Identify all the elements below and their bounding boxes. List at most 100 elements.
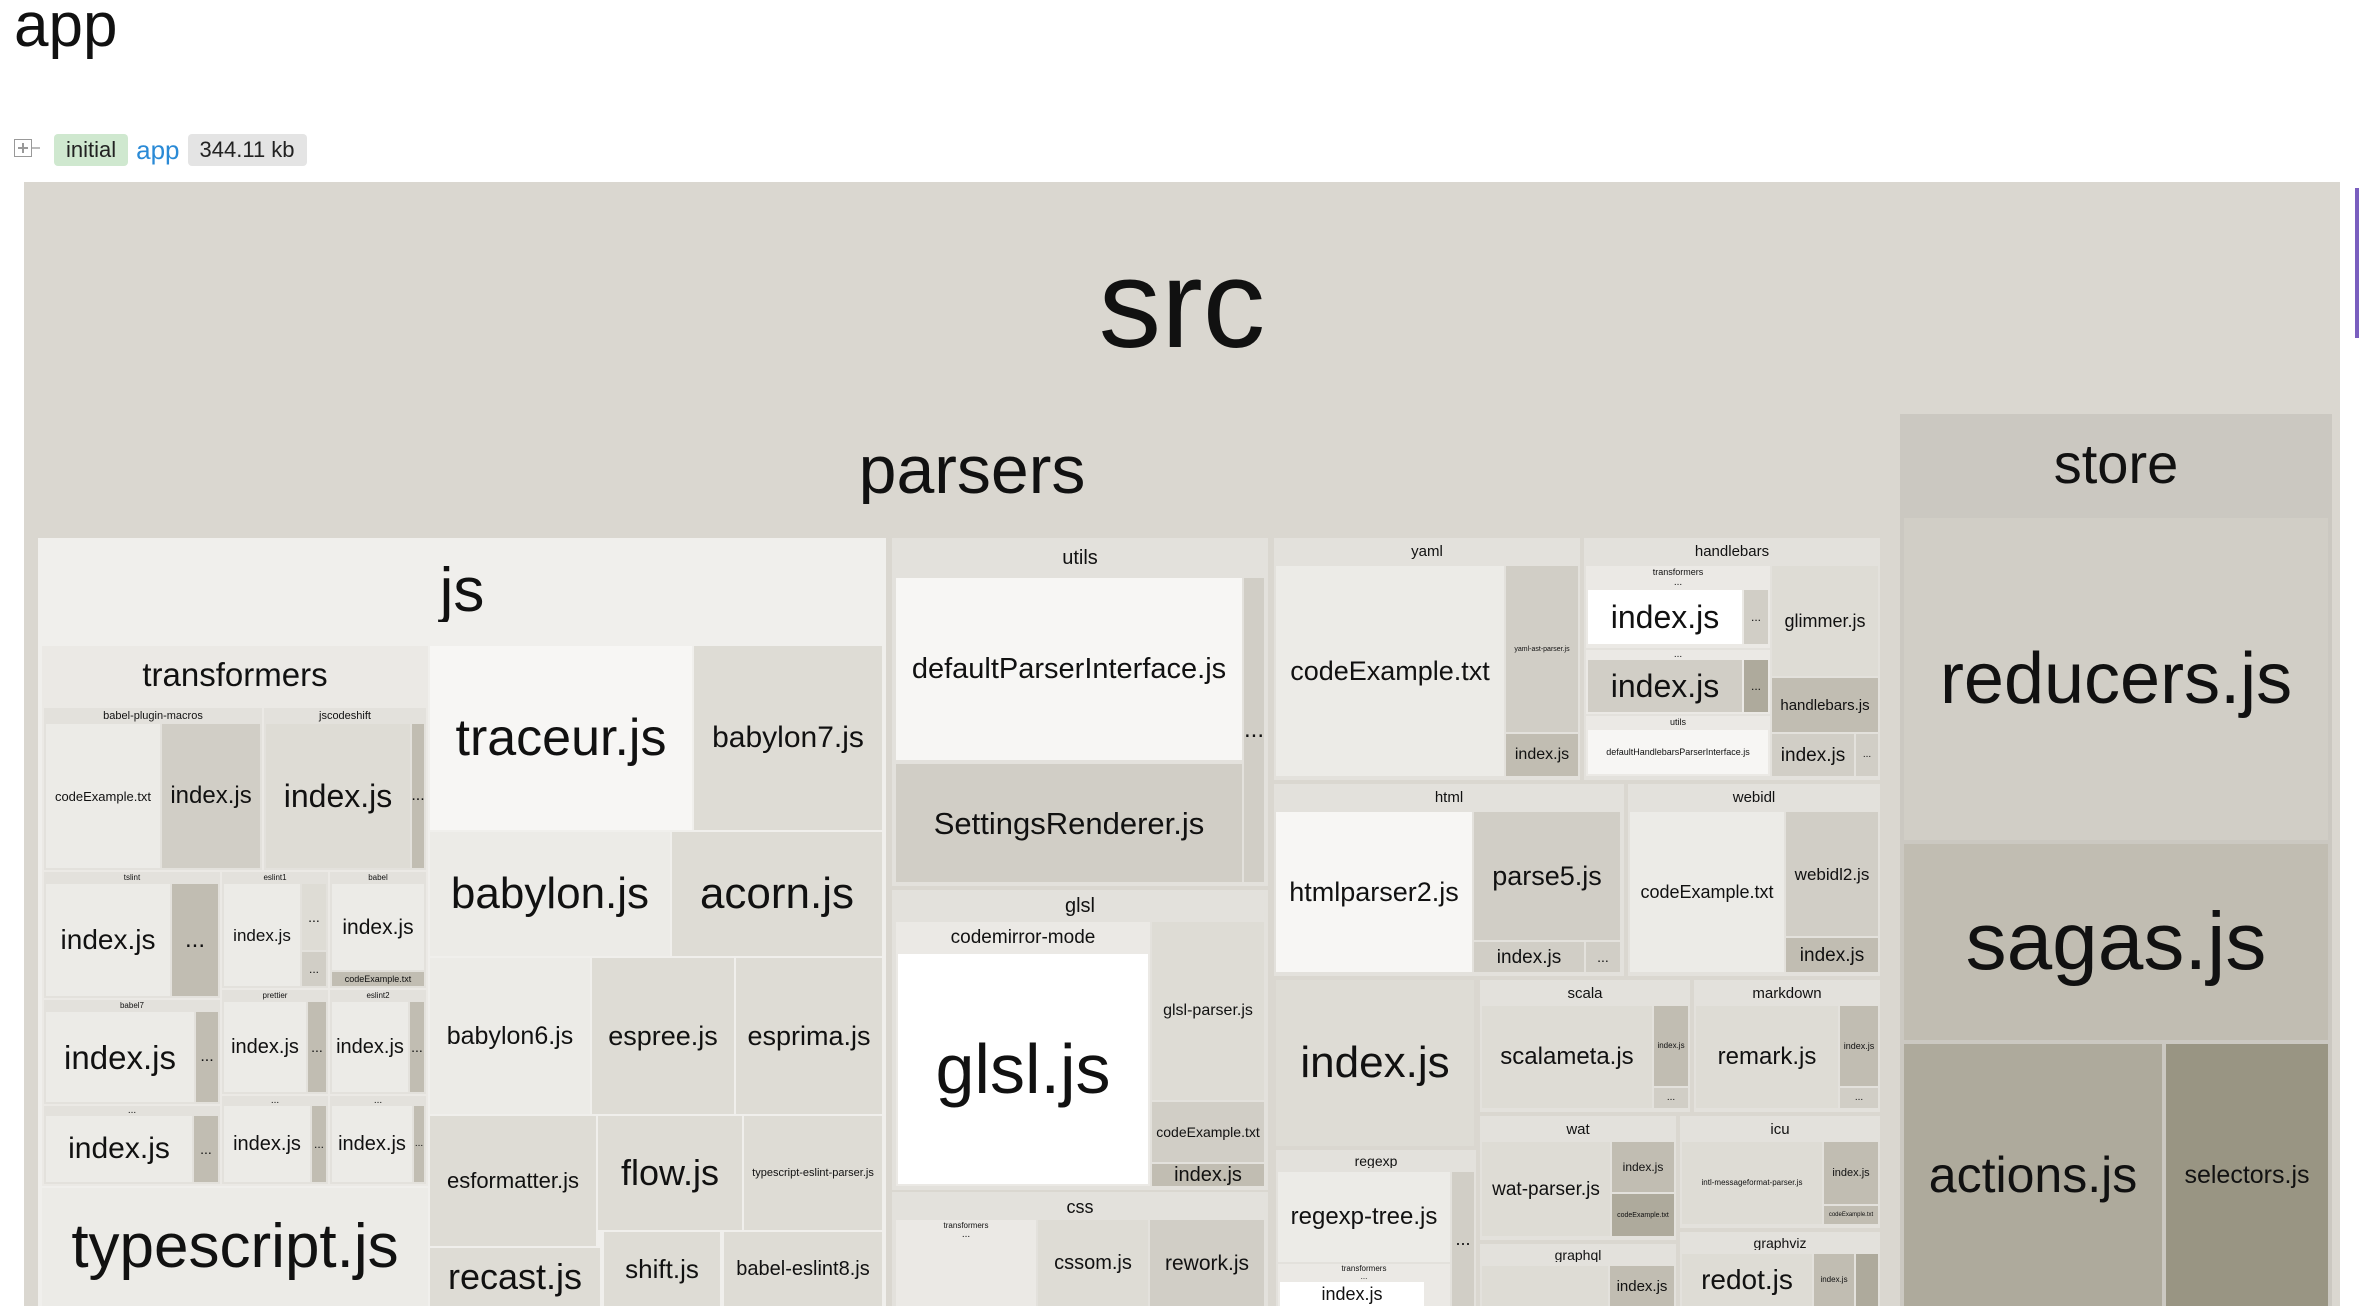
folder-js[interactable]: js transformers babel-plugin-macros code… [38, 538, 886, 1306]
file-intl-messageformat-parser-js[interactable]: intl-messageformat-parser.js [1682, 1142, 1822, 1224]
file-webidl2-js[interactable]: webidl2.js [1786, 812, 1878, 936]
file-parse5-js[interactable]: parse5.js [1474, 812, 1620, 940]
file-index-js[interactable]: index.js [162, 724, 260, 868]
file-codeExample-txt[interactable]: codeExample.txt [46, 724, 160, 868]
file-glimmer-js[interactable]: glimmer.js [1772, 566, 1878, 676]
file-handlebars-js[interactable]: handlebars.js [1772, 678, 1878, 732]
file-rework-js[interactable]: rework.js [1150, 1220, 1264, 1306]
file-index-js[interactable]: index.js [1824, 1142, 1878, 1204]
file-index-js[interactable]: index.js [1588, 660, 1742, 712]
folder-babel7[interactable]: babel7 index.js ... [44, 1000, 220, 1104]
file-index-js[interactable]: index.js [1152, 1164, 1264, 1186]
folder-utils[interactable]: utils defaultParserInterface.js Settings… [892, 538, 1268, 886]
file-babylon7-js[interactable]: babylon7.js [694, 646, 882, 830]
file-glsl-parser-js[interactable]: glsl-parser.js [1152, 922, 1264, 1100]
file-index-js[interactable]: index.js [1612, 1142, 1674, 1192]
file-espree-js[interactable]: espree.js [592, 958, 734, 1114]
file-yaml-ast-parser-js[interactable]: yaml-ast-parser.js [1506, 566, 1578, 732]
file-more-ellipsis[interactable]: ... [1856, 734, 1878, 776]
file-scalameta-js[interactable]: scalameta.js [1482, 1006, 1652, 1108]
folder-collapsed[interactable]: ... index.js ... [222, 1096, 328, 1184]
file-sagas-js[interactable]: sagas.js [1904, 844, 2328, 1040]
file-typescript-eslint-parser-js[interactable]: typescript-eslint-parser.js [744, 1116, 882, 1230]
folder-icu[interactable]: icu intl-messageformat-parser.js index.j… [1680, 1116, 1880, 1228]
file-more-ellipsis[interactable]: ... [412, 724, 424, 868]
chunk-name-link[interactable]: app [136, 134, 180, 165]
file-more-ellipsis[interactable]: ... [194, 1116, 218, 1182]
file-cssom-js[interactable]: cssom.js [1038, 1220, 1148, 1306]
file-more-ellipsis[interactable]: ... [1654, 1088, 1688, 1108]
file-more-ellipsis[interactable]: ... [312, 1106, 326, 1182]
folder-eslint1[interactable]: eslint1 index.js ... ... [222, 872, 328, 988]
file-index-js[interactable]: index.js [332, 1002, 408, 1092]
file-babylon-js[interactable]: babylon.js [430, 832, 670, 956]
scrollbar-indicator[interactable] [2355, 188, 2359, 338]
treemap[interactable]: src parsers js transformers babel-plugin… [24, 182, 2340, 1306]
file-traceur-js[interactable]: traceur.js [430, 646, 692, 830]
file-wat-parser-js[interactable]: wat-parser.js [1482, 1142, 1610, 1236]
file-more-ellipsis[interactable]: ... [1244, 578, 1264, 882]
file-defaultHandlebarsParserInterface-js[interactable]: defaultHandlebarsParserInterface.js [1588, 730, 1768, 774]
file-more-ellipsis[interactable]: ... [1744, 590, 1768, 644]
folder-wat[interactable]: wat wat-parser.js index.js codeExample.t… [1480, 1116, 1676, 1240]
file-more-ellipsis[interactable]: ... [308, 1002, 326, 1092]
file-more-ellipsis[interactable]: ... [1744, 660, 1768, 712]
file-index-js[interactable]: index.js [224, 884, 300, 986]
file-index-js[interactable]: index.js [1654, 1006, 1688, 1086]
folder-tslint[interactable]: tslint index.js ... [44, 872, 220, 998]
file-index-js[interactable]: index.js [1786, 938, 1878, 972]
file-codeExample-txt[interactable]: codeExample.txt [1824, 1206, 1878, 1224]
file-index-js[interactable]: index.js [1474, 942, 1584, 972]
file-index-js[interactable]: index.js [332, 1106, 412, 1182]
file-more-ellipsis[interactable]: ... [1840, 1088, 1878, 1108]
folder-collapsed[interactable]: ... index.js ... [1586, 650, 1770, 714]
folder-graphql[interactable]: graphql index.js [1480, 1244, 1676, 1306]
folder-prettier[interactable]: prettier index.js ... [222, 990, 328, 1094]
file-index-js[interactable]: index.js [266, 724, 410, 868]
file-glsl-js[interactable]: glsl.js [898, 954, 1148, 1184]
file-codeExample-txt[interactable]: codeExample.txt [1630, 812, 1784, 972]
file-actions-js[interactable]: actions.js [1904, 1044, 2162, 1306]
file-flow-js[interactable]: flow.js [598, 1116, 742, 1230]
folder-regexp[interactable]: regexp regexp-tree.js ... transformers .… [1276, 1150, 1476, 1306]
file-index-js[interactable]: index.js [1814, 1254, 1854, 1306]
file-index-js[interactable]: index.js [332, 884, 424, 970]
folder-html[interactable]: html htmlparser2.js parse5.js index.js .… [1274, 784, 1624, 976]
file-index-js[interactable]: index.js [224, 1106, 310, 1182]
folder-yaml[interactable]: yaml codeExample.txt yaml-ast-parser.js … [1274, 538, 1580, 780]
folder-jscodeshift[interactable]: jscodeshift index.js ... [264, 708, 426, 870]
file-index-js[interactable]: index.js [46, 1012, 194, 1102]
file-more-ellipsis[interactable]: ... [302, 952, 326, 986]
file-regexp-tree-js[interactable]: regexp-tree.js [1278, 1172, 1450, 1262]
folder-eslint2[interactable]: eslint2 index.js ... [330, 990, 426, 1094]
file-index-js[interactable]: index.js [1610, 1266, 1674, 1306]
folder-babel-plugin-macros[interactable]: babel-plugin-macros codeExample.txt inde… [44, 708, 262, 870]
file-acorn-js[interactable]: acorn.js [672, 832, 882, 956]
file-remark-js[interactable]: remark.js [1696, 1006, 1838, 1108]
file-graphql-parser[interactable] [1482, 1266, 1608, 1306]
folder-handlebars[interactable]: handlebars transformers ... index.js ...… [1584, 538, 1880, 780]
file-codeExample-txt[interactable]: codeExample.txt [1276, 566, 1504, 776]
file-more-ellipsis[interactable]: ... [302, 884, 326, 950]
file-esformatter-js[interactable]: esformatter.js [430, 1116, 596, 1246]
folder-css[interactable]: css transformers ... cssom.js rework.js [892, 1192, 1268, 1306]
file-recast-js[interactable]: recast.js [430, 1248, 600, 1306]
file-selectors-js[interactable]: selectors.js [2166, 1044, 2328, 1306]
file-more-ellipsis[interactable]: ... [196, 1012, 218, 1102]
file-htmlparser2-js[interactable]: htmlparser2.js [1276, 812, 1472, 972]
folder-graphviz[interactable]: graphviz redot.js index.js [1680, 1232, 1880, 1306]
file-more-ellipsis[interactable]: ... [414, 1106, 424, 1182]
file-more-ellipsis[interactable] [1856, 1254, 1878, 1306]
folder-glsl[interactable]: glsl codemirror-mode glsl.js glsl-parser… [892, 890, 1268, 1190]
folder-collapsed[interactable]: ... index.js ... [330, 1096, 426, 1184]
file-babylon6-js[interactable]: babylon6.js [430, 958, 590, 1114]
file-index-js[interactable]: index.js [1280, 1282, 1424, 1306]
file-index-js[interactable]: index.js [46, 1116, 192, 1182]
file-index-js[interactable]: index.js [1506, 734, 1578, 776]
file-index-js[interactable]: index.js [224, 1002, 306, 1092]
file-codeExample-txt[interactable]: codeExample.txt [1612, 1194, 1674, 1236]
folder-css-transformers[interactable]: transformers ... [896, 1220, 1036, 1306]
file-index-js[interactable]: index.js [46, 884, 170, 996]
folder-hb-utils[interactable]: utils defaultHandlebarsParserInterface.j… [1586, 716, 1770, 776]
file-defaultParserInterface-js[interactable]: defaultParserInterface.js [896, 578, 1242, 760]
